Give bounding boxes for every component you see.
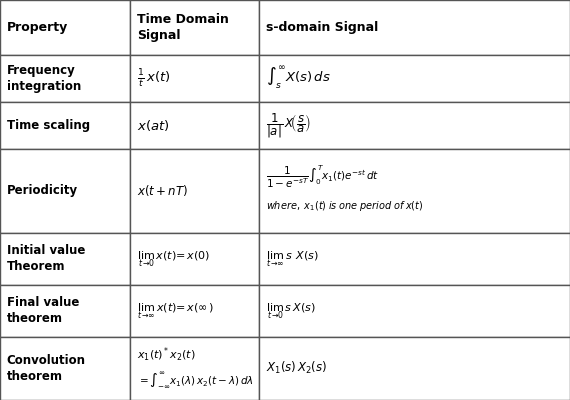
Text: $=\int_{-\infty}^{\infty} x_1(\lambda)\,x_2(t-\lambda)\,d\lambda$: $=\int_{-\infty}^{\infty} x_1(\lambda)\,… xyxy=(137,370,254,390)
Polygon shape xyxy=(0,337,130,400)
Polygon shape xyxy=(130,102,259,149)
Polygon shape xyxy=(0,149,130,233)
Text: Time scaling: Time scaling xyxy=(7,119,90,132)
Polygon shape xyxy=(130,285,259,337)
Polygon shape xyxy=(259,55,570,102)
Text: $\lim_{t\,\to 0}\,x(t)=\,x(0)$: $\lim_{t\,\to 0}\,x(t)=\,x(0)$ xyxy=(137,249,210,269)
Text: $\dfrac{1}{1-e^{-sT}}\int_{0}^{T} x_1(t)e^{-st}\,dt$: $\dfrac{1}{1-e^{-sT}}\int_{0}^{T} x_1(t)… xyxy=(266,163,380,190)
Polygon shape xyxy=(259,233,570,285)
Text: s-domain Signal: s-domain Signal xyxy=(266,21,378,34)
Text: $\lim_{t\,\to\infty}\,s\;\,X(s)$: $\lim_{t\,\to\infty}\,s\;\,X(s)$ xyxy=(266,249,319,269)
Polygon shape xyxy=(0,285,130,337)
Polygon shape xyxy=(259,285,570,337)
Text: $x(at)$: $x(at)$ xyxy=(137,118,169,133)
Text: Frequency
integration: Frequency integration xyxy=(7,64,81,93)
Text: $\dfrac{1}{|a|}\,X\!\left(\dfrac{s}{a}\right)$: $\dfrac{1}{|a|}\,X\!\left(\dfrac{s}{a}\r… xyxy=(266,111,311,140)
Polygon shape xyxy=(130,0,259,55)
Polygon shape xyxy=(259,149,570,233)
Text: $\lim_{t\,\to 0}\,s\,X(s)$: $\lim_{t\,\to 0}\,s\,X(s)$ xyxy=(266,301,316,321)
Polygon shape xyxy=(0,55,130,102)
Polygon shape xyxy=(130,233,259,285)
Text: Initial value
Theorem: Initial value Theorem xyxy=(7,244,86,273)
Polygon shape xyxy=(259,337,570,400)
Text: $\int_{s}^{\infty} X(s)\,ds$: $\int_{s}^{\infty} X(s)\,ds$ xyxy=(266,65,331,92)
Polygon shape xyxy=(259,102,570,149)
Polygon shape xyxy=(130,337,259,400)
Text: $\lim_{t\,\to\infty}\,x(t)=\,x(\infty\,)$: $\lim_{t\,\to\infty}\,x(t)=\,x(\infty\,)… xyxy=(137,301,214,321)
Text: $\frac{1}{t}\,x(t)$: $\frac{1}{t}\,x(t)$ xyxy=(137,68,170,90)
Text: $\mathit{where,\;x_1(t)\;is\;one\;period\;of\;x(t)}$: $\mathit{where,\;x_1(t)\;is\;one\;period… xyxy=(266,199,424,213)
Text: $x_1(t)^*x_2(t)$: $x_1(t)^*x_2(t)$ xyxy=(137,345,196,364)
Text: $x(t+nT)$: $x(t+nT)$ xyxy=(137,183,188,198)
Text: $X_1(s)\,X_2(s)$: $X_1(s)\,X_2(s)$ xyxy=(266,360,328,376)
Polygon shape xyxy=(0,0,130,55)
Text: Final value
theorem: Final value theorem xyxy=(7,296,79,325)
Polygon shape xyxy=(259,0,570,55)
Text: Property: Property xyxy=(7,21,68,34)
Text: Periodicity: Periodicity xyxy=(7,184,78,197)
Text: Time Domain
Signal: Time Domain Signal xyxy=(137,13,229,42)
Polygon shape xyxy=(0,102,130,149)
Polygon shape xyxy=(130,55,259,102)
Polygon shape xyxy=(0,233,130,285)
Text: Convolution
theorem: Convolution theorem xyxy=(7,354,86,383)
Polygon shape xyxy=(130,149,259,233)
